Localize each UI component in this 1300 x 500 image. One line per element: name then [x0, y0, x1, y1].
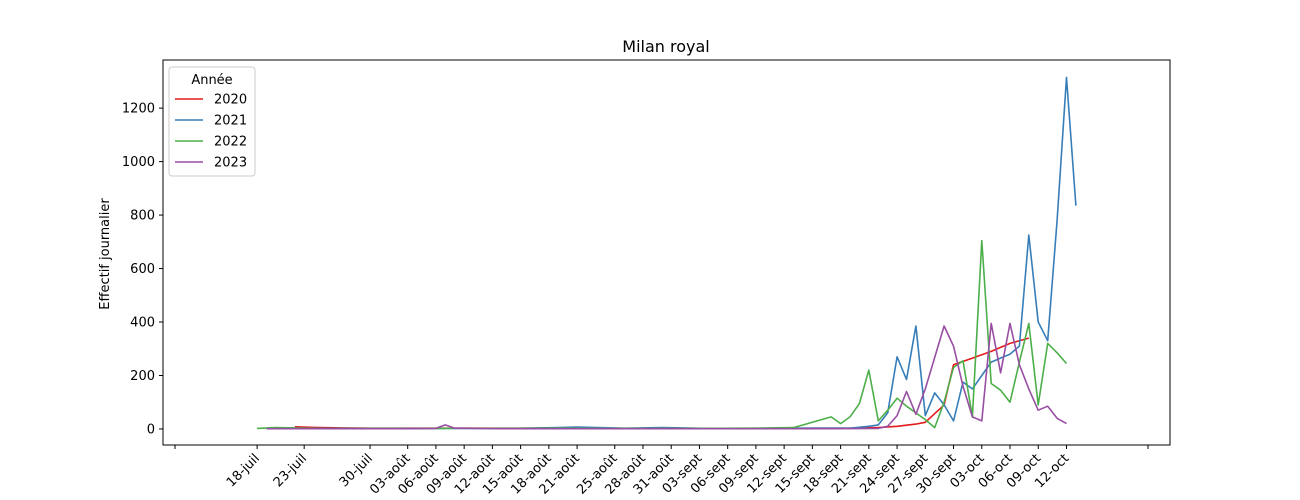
- series-line-2022: [257, 239, 1068, 430]
- legend-label-2021: 2021: [214, 114, 247, 129]
- x-tick-label: 18-juil: [224, 451, 263, 490]
- y-axis-label: Effectif journalier: [98, 198, 113, 310]
- y-tick-label: 800: [130, 209, 155, 224]
- chart-title: Milan royal: [622, 37, 709, 56]
- legend-label-2022: 2022: [214, 135, 247, 150]
- legend-label-2023: 2023: [214, 156, 247, 171]
- y-tick-label: 0: [147, 422, 155, 437]
- x-tick-label: 23-juil: [271, 451, 310, 490]
- y-tick-label: 1000: [122, 155, 155, 170]
- legend: Année 2020 2021 2022 2023: [168, 66, 256, 177]
- series-line-2023: [266, 322, 1067, 430]
- series-layer: [257, 76, 1077, 430]
- y-tick-label: 1200: [122, 102, 155, 117]
- legend-title: Année: [191, 73, 232, 88]
- legend-box: [168, 66, 256, 177]
- y-tick-label: 200: [130, 369, 155, 384]
- legend-label-2020: 2020: [214, 93, 247, 108]
- y-tick-label: 600: [130, 262, 155, 277]
- y-tick-label: 400: [130, 316, 155, 331]
- plot-frame: [162, 59, 1171, 446]
- series-line-2021: [275, 76, 1077, 430]
